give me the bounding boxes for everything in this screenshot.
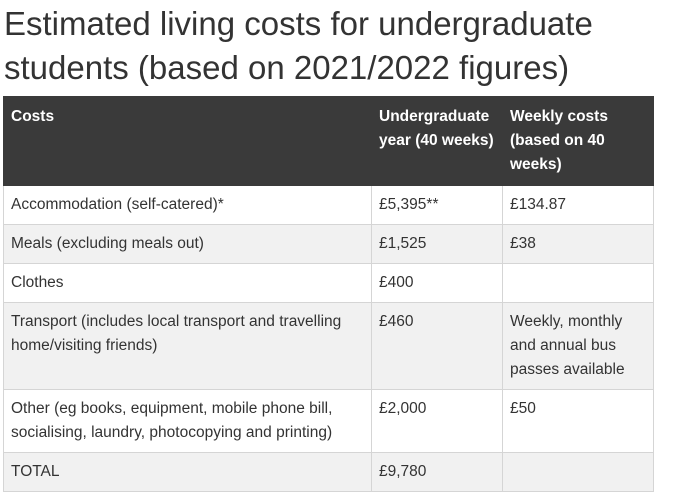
header-cell: Weekly costs (based on 40 weeks) xyxy=(502,96,654,186)
table-cell: £50 xyxy=(502,389,654,453)
table-row: Accommodation (self-catered)* £5,395** £13… xyxy=(3,185,654,225)
header-row: Costs Undergraduate year (40 weeks) Weekly… xyxy=(3,96,654,186)
table-cell: Accommodation (self-catered)* xyxy=(3,185,372,225)
table-cell: £38 xyxy=(502,224,654,264)
cost-table: Costs Undergraduate year (40 weeks) Weekly… xyxy=(3,96,654,492)
header-cell: Costs xyxy=(3,96,372,186)
table-cell: £400 xyxy=(371,263,503,303)
table-cell: Meals (excluding meals out) xyxy=(3,224,372,264)
page-title: Estimated living costs for undergraduate… xyxy=(4,5,593,86)
table-cell: Clothes xyxy=(3,263,372,303)
table-cell: TOTAL xyxy=(3,452,372,492)
table-row: Other (eg books, equipment, mobile phone… xyxy=(3,389,654,453)
table-row: Transport (includes local transport and … xyxy=(3,302,654,390)
table-cell: £460 xyxy=(371,302,503,390)
header-cell: Undergraduate year (40 weeks) xyxy=(371,96,503,186)
table-cell: £5,395** xyxy=(371,185,503,225)
table-cell: Other (eg books, equipment, mobile phone… xyxy=(3,389,372,453)
table-row: Meals (excluding meals out) £1,525 £38 xyxy=(3,224,654,264)
table-cell: £9,780 xyxy=(371,452,503,492)
table-row: TOTAL £9,780 xyxy=(3,452,654,492)
table-cell: £134.87 xyxy=(502,185,654,225)
table-body: Accommodation (self-catered)* £5,395** £13… xyxy=(3,185,654,492)
table-cell: £2,000 xyxy=(371,389,503,453)
table-cell xyxy=(502,452,654,492)
table-cell: £1,525 xyxy=(371,224,503,264)
table-cell: Transport (includes local transport and … xyxy=(3,302,372,390)
table-row: Clothes £400 xyxy=(3,263,654,303)
table-cell xyxy=(502,263,654,303)
table-cell: Weekly, monthly and annual bus passes av… xyxy=(502,302,654,390)
